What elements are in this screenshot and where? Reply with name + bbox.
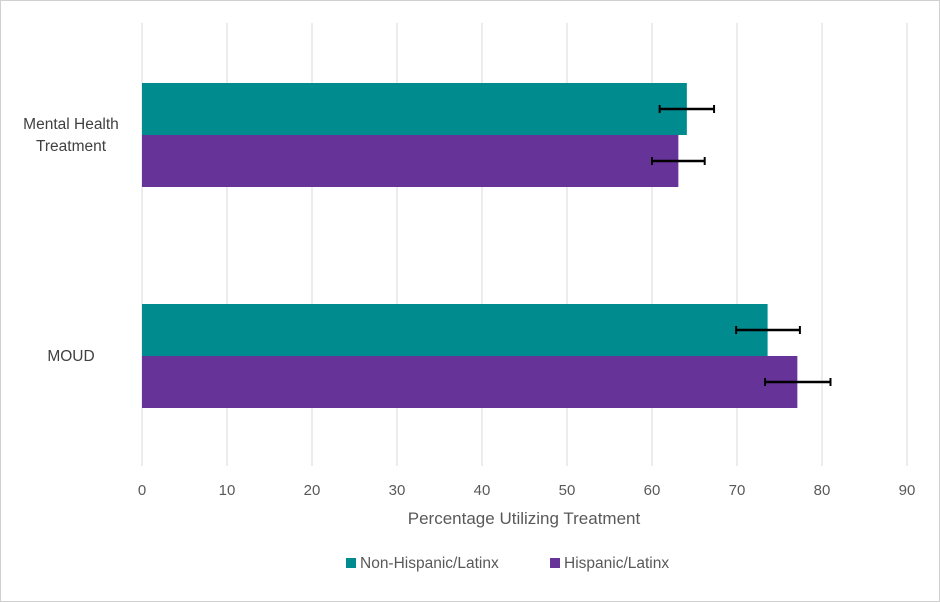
x-axis-title: Percentage Utilizing Treatment bbox=[408, 509, 641, 528]
bar bbox=[142, 135, 679, 187]
x-tick-label: 10 bbox=[219, 482, 236, 499]
legend-label: Hispanic/Latinx bbox=[564, 555, 669, 572]
x-tick-label: 60 bbox=[644, 482, 661, 499]
x-tick-label: 70 bbox=[729, 482, 746, 499]
bar bbox=[142, 304, 768, 356]
category-labels: Mental Health Treatment MOUD bbox=[23, 116, 119, 365]
legend: Non-Hispanic/Latinx Hispanic/Latinx bbox=[346, 555, 669, 572]
x-tick-label: 90 bbox=[899, 482, 916, 499]
x-tick-label: 20 bbox=[304, 482, 321, 499]
legend-swatch bbox=[346, 558, 356, 568]
x-tick-label: 50 bbox=[559, 482, 576, 499]
error-bars bbox=[651, 105, 832, 386]
category-label: MOUD bbox=[47, 348, 94, 365]
bars bbox=[142, 83, 798, 408]
x-tick-label: 30 bbox=[389, 482, 406, 499]
category-label: Mental Health Treatment bbox=[23, 116, 119, 155]
category-label-line: Treatment bbox=[36, 138, 107, 155]
legend-item: Non-Hispanic/Latinx bbox=[346, 555, 499, 572]
x-tick-label: 0 bbox=[138, 482, 146, 499]
category-label-line: MOUD bbox=[47, 348, 94, 365]
bar bbox=[142, 83, 687, 135]
x-tick-label: 40 bbox=[474, 482, 491, 499]
bar bbox=[142, 356, 798, 408]
legend-label: Non-Hispanic/Latinx bbox=[360, 555, 499, 572]
category-label-line: Mental Health bbox=[23, 116, 119, 133]
legend-swatch bbox=[550, 558, 560, 568]
x-tick-label: 80 bbox=[814, 482, 831, 499]
legend-item: Hispanic/Latinx bbox=[550, 555, 669, 572]
x-tick-labels: 0 10 20 30 40 50 60 70 80 90 bbox=[138, 482, 916, 499]
